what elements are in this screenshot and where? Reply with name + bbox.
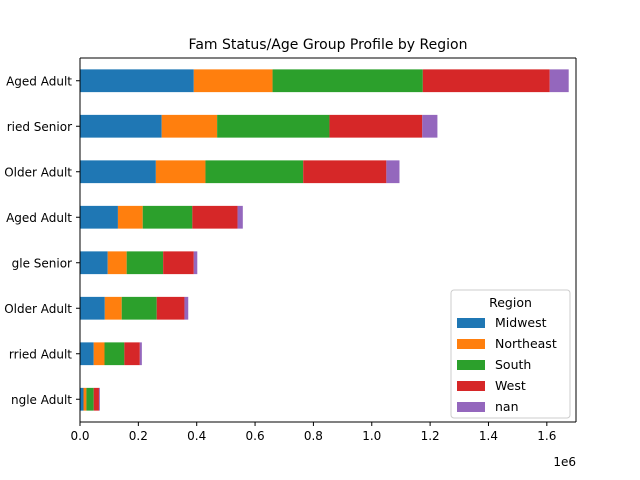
- bar-segment: [93, 387, 99, 411]
- x-tick-label: 0.8: [304, 429, 323, 443]
- x-tick-label: 1.4: [479, 429, 498, 443]
- bar-segment: [80, 342, 94, 366]
- bar-segment: [86, 387, 94, 411]
- y-tick-label: ried Senior: [7, 120, 72, 134]
- x-axis-offset-label: 1e6: [553, 455, 576, 469]
- bar-segment: [237, 205, 243, 229]
- bar-segment: [217, 114, 330, 138]
- x-tick-label: 0.4: [187, 429, 206, 443]
- legend: Region Midwest Northeast South West nan: [450, 289, 571, 419]
- bar-segment: [80, 160, 156, 184]
- x-tick-label: 1.2: [421, 429, 440, 443]
- chart-title: Fam Status/Age Group Profile by Region: [189, 37, 468, 53]
- y-tick-label: Older Adult: [4, 302, 72, 316]
- y-tick-label: ngle Adult: [11, 393, 72, 407]
- bar-segment: [104, 296, 122, 320]
- bar-segment: [80, 205, 118, 229]
- bars-group: [80, 69, 569, 411]
- legend-entry-label: Northeast: [495, 336, 557, 351]
- bar-segment: [193, 251, 198, 275]
- bar-segment: [80, 387, 84, 411]
- bar-segment: [104, 342, 125, 366]
- legend-entry-label: West: [495, 378, 526, 393]
- bar-segment: [303, 160, 387, 184]
- bar-segment: [98, 387, 100, 411]
- x-tick-label: 0.0: [70, 429, 89, 443]
- y-tick-label: Older Adult: [4, 165, 72, 179]
- bar-segment: [422, 114, 438, 138]
- y-tick-label: rried Adult: [9, 347, 72, 361]
- x-tick-label: 1.0: [362, 429, 381, 443]
- bar-segment: [124, 342, 140, 366]
- bar-segment: [80, 296, 105, 320]
- bar-segment: [107, 251, 127, 275]
- legend-title: Region: [489, 295, 532, 310]
- bar-segment: [156, 296, 185, 320]
- bar-segment: [80, 114, 162, 138]
- y-tick-label: Aged Adult: [6, 211, 72, 225]
- bar-segment: [184, 296, 189, 320]
- bar-segment: [117, 205, 143, 229]
- y-tick-label: Aged Adult: [6, 74, 72, 88]
- bar-segment: [193, 69, 273, 93]
- bar-segment: [549, 69, 569, 93]
- bar-segment: [93, 342, 105, 366]
- bar-segment: [386, 160, 400, 184]
- bar-segment: [80, 69, 194, 93]
- bar-segment: [80, 251, 108, 275]
- axes-group: 0.0 0.2 0.4 0.6 0.8 1.0 1.2 1.4 1.6 Aged Adult rie…: [4, 57, 577, 443]
- bar-segment: [422, 69, 550, 93]
- bar-segment: [126, 251, 164, 275]
- x-tick-label: 0.2: [129, 429, 148, 443]
- bar-segment: [205, 160, 304, 184]
- bar-segment: [272, 69, 423, 93]
- x-tick-label: 1.6: [537, 429, 556, 443]
- legend-swatch: [457, 402, 485, 412]
- bar-segment: [121, 296, 157, 320]
- bar-segment: [83, 387, 87, 411]
- legend-entry-label: nan: [495, 399, 519, 414]
- bar-segment: [192, 205, 238, 229]
- bar-segment: [163, 251, 194, 275]
- x-tick-label: 0.6: [246, 429, 265, 443]
- legend-swatch: [457, 339, 485, 349]
- bar-segment: [161, 114, 218, 138]
- bar-segment: [142, 205, 193, 229]
- legend-entry-label: South: [495, 357, 531, 372]
- legend-swatch: [457, 318, 485, 328]
- legend-swatch: [457, 381, 485, 391]
- bar-segment: [329, 114, 423, 138]
- legend-entry-label: Midwest: [495, 315, 547, 330]
- bar-segment: [139, 342, 142, 366]
- y-tick-label: gle Senior: [12, 256, 72, 270]
- bar-segment: [155, 160, 206, 184]
- legend-swatch: [457, 360, 485, 370]
